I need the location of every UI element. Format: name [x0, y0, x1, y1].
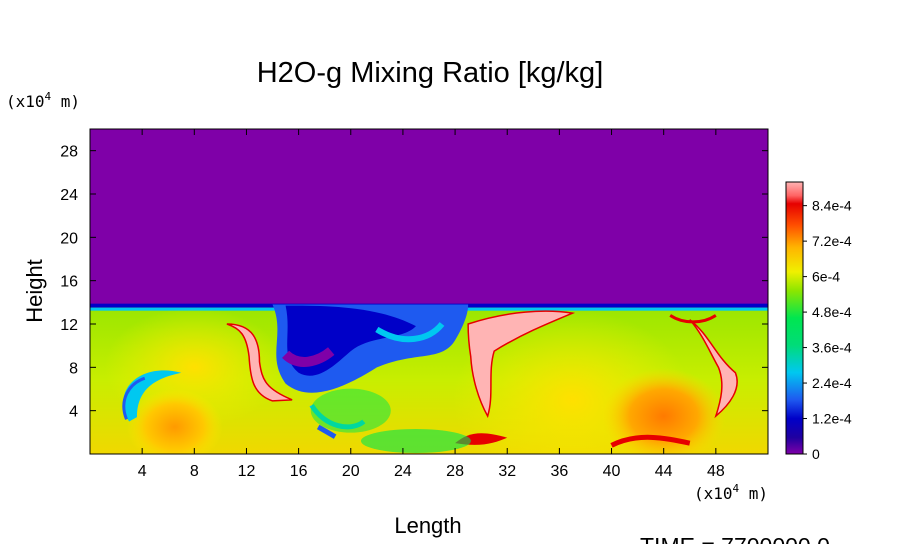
- y-tick-label: 4: [69, 404, 78, 421]
- y-unit-label: (x104 m): [6, 90, 80, 111]
- y-axis: 4 8 12 16 20 24 28: [60, 144, 768, 421]
- time-label: TIME = 7700000.0: [640, 533, 830, 544]
- y-tick-label: 28: [60, 144, 78, 161]
- colorbar-tick-label: 4.8e-4: [812, 304, 852, 320]
- warm-pool-right: [601, 368, 726, 454]
- x-unit-label: (x104 m): [694, 482, 768, 503]
- moist-patch-bottom: [360, 429, 471, 453]
- x-tick-label: 36: [550, 463, 568, 480]
- x-axis: 4 8 12 16 20 24 28 32 36 40 44 48: [138, 129, 725, 480]
- moist-patch-center: [310, 388, 391, 433]
- dry-eddy-edge: [375, 321, 445, 343]
- x-tick-label: 24: [394, 463, 412, 480]
- y-tick-label: 20: [60, 230, 78, 247]
- x-tick-label: 28: [446, 463, 464, 480]
- colorbar: [785, 181, 804, 455]
- cloud-band-right: [689, 319, 738, 419]
- cloud-band-left: [226, 323, 293, 402]
- x-tick-label: 48: [707, 463, 725, 480]
- y-tick-label: 12: [60, 317, 78, 334]
- cloud-top-right: [669, 314, 717, 324]
- y-tick-label: 8: [69, 360, 78, 377]
- colorbar-tick-label: 6e-4: [812, 269, 840, 285]
- warm-pool-left: [126, 388, 223, 454]
- x-tick-label: 4: [138, 463, 147, 480]
- x-axis-title: Length: [394, 513, 461, 538]
- colorbar-ticks: 0 1.2e-4 2.4e-4 3.6e-4 4.8e-4 6e-4 7.2e-4 8.4e-…: [803, 198, 852, 462]
- x-tick-label: 16: [290, 463, 308, 480]
- x-tick-label: 8: [190, 463, 199, 480]
- left-swirl-core: [122, 376, 146, 420]
- colorbar-tick-label: 3.6e-4: [812, 340, 852, 356]
- colorbar-tick-label: 0: [812, 446, 820, 462]
- dry-eddy-deep: [282, 347, 335, 367]
- colorbar-tick-label: 7.2e-4: [812, 233, 852, 249]
- cloud-band-center: [467, 310, 576, 418]
- colorbar-tick-label: 1.2e-4: [812, 411, 852, 427]
- cloud-base-right: [610, 434, 691, 448]
- y-tick-label: 16: [60, 274, 78, 291]
- y-tick-label: 24: [60, 187, 78, 204]
- lower-eddy-core: [316, 424, 337, 439]
- colorbar-tick-label: 8.4e-4: [812, 198, 852, 214]
- y-axis-title: Height: [22, 259, 47, 323]
- chart-title: H2O-g Mixing Ratio [kg/kg]: [257, 57, 604, 89]
- x-tick-label: 32: [498, 463, 516, 480]
- x-tick-label: 40: [603, 463, 621, 480]
- heatmap-field: [90, 129, 768, 454]
- plot-frame: [89, 128, 769, 455]
- colorbar-tick-label: 2.4e-4: [812, 375, 852, 391]
- x-tick-label: 20: [342, 463, 360, 480]
- x-tick-label: 44: [655, 463, 673, 480]
- x-tick-label: 12: [238, 463, 256, 480]
